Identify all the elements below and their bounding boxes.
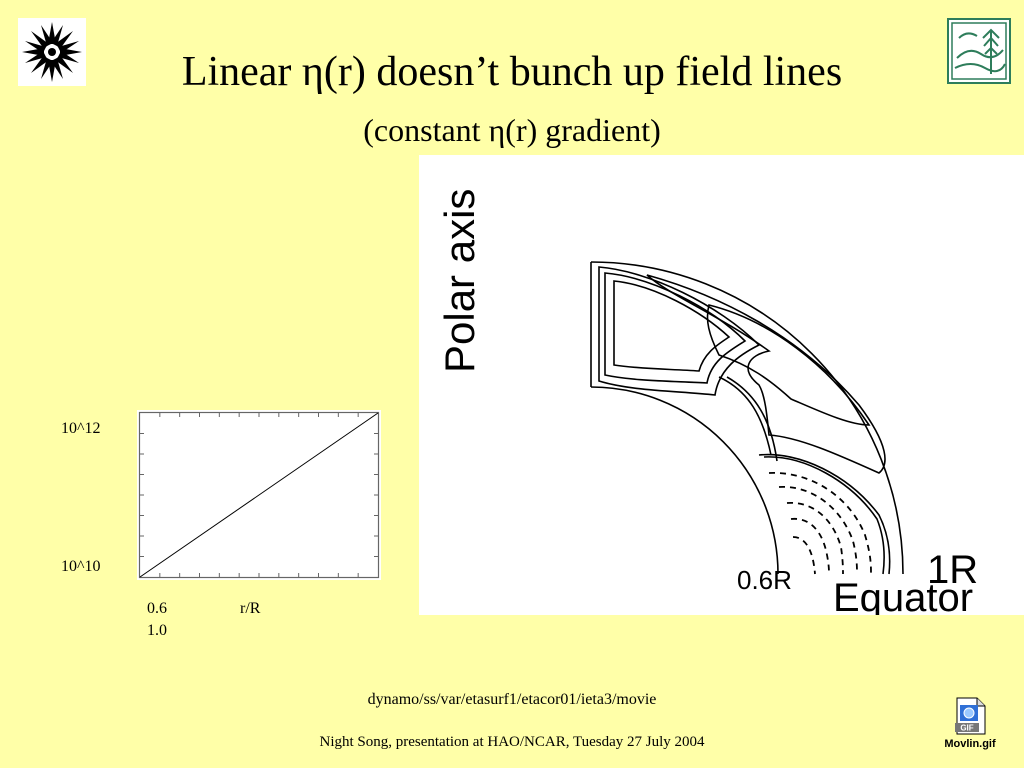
- landscape-tree-icon: [947, 18, 1011, 84]
- star-burst-icon: [18, 18, 86, 86]
- movie-filename-link[interactable]: Movlin.gif: [944, 738, 996, 750]
- gif-badge: GIF: [960, 724, 973, 733]
- gif-file-icon[interactable]: GIF: [953, 697, 989, 735]
- outer-radius-label: 1R: [927, 548, 978, 592]
- page-subtitle: (constant η(r) gradient): [363, 112, 661, 148]
- field-lines-plot: Polar axis Equator 0.6R 1R: [419, 155, 1024, 615]
- meridional-quadrant: [590, 261, 904, 575]
- footer-path: dynamo/ss/var/etasurf1/etacor01/ieta3/mo…: [367, 691, 657, 708]
- x-tick-label-end: 1.0: [147, 622, 167, 639]
- eta-profile-chart: [137, 410, 381, 580]
- y-tick-label-top: 10^12: [61, 420, 101, 437]
- eta-profile-line: [139, 412, 379, 578]
- x-tick-label-start: 0.6: [147, 600, 167, 617]
- x-axis-label: r/R: [240, 600, 261, 617]
- footer-credit: Night Song, presentation at HAO/NCAR, Tu…: [319, 734, 705, 750]
- page-title: Linear η(r) doesn’t bunch up field lines: [181, 49, 843, 95]
- polar-axis-label: Polar axis: [436, 189, 483, 373]
- inner-radius-label: 0.6R: [737, 565, 792, 595]
- plot-frame: [138, 411, 380, 579]
- y-tick-label-bottom: 10^10: [61, 558, 101, 575]
- dashed-field-lines: [768, 472, 872, 575]
- equator-label: Equator: [833, 576, 973, 615]
